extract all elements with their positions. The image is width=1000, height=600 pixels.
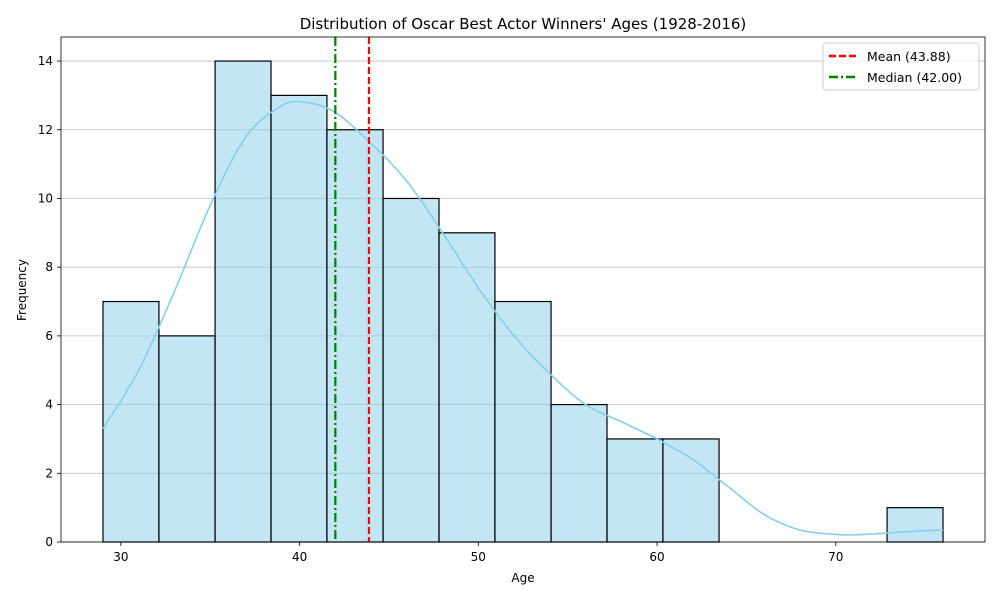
legend-box: [822, 42, 980, 91]
histogram-bar: [326, 129, 384, 543]
legend-median-label: Median (42.00): [867, 70, 962, 85]
histogram-bar: [886, 507, 944, 543]
x-tick-label: 70: [828, 550, 843, 564]
x-tick-label: 60: [649, 550, 664, 564]
plot-frame: [60, 36, 986, 543]
kde-line: [102, 100, 944, 536]
histogram-bars: [102, 60, 944, 543]
histogram-bar: [550, 403, 608, 543]
x-tick-label: 40: [292, 550, 307, 564]
histogram-bar: [438, 232, 496, 543]
histogram-bar: [214, 60, 272, 543]
y-tick-label: 6: [45, 329, 53, 343]
histogram-bar: [494, 300, 552, 543]
y-tick-label: 0: [45, 535, 53, 549]
y-axis-label: Frequency: [15, 259, 29, 321]
x-axis-ticks: 30 40 50 60 70: [113, 542, 843, 564]
x-tick-label: 30: [113, 550, 128, 564]
y-tick-label: 12: [38, 123, 53, 137]
histogram-bar: [662, 438, 720, 543]
histogram-bar: [158, 335, 216, 543]
y-tick-label: 10: [38, 191, 53, 205]
x-axis-label: Age: [511, 571, 534, 585]
reference-lines: [334, 37, 371, 542]
y-tick-label: 4: [45, 398, 53, 412]
x-tick-label: 50: [471, 550, 486, 564]
histogram-bar: [606, 438, 664, 543]
histogram-bar: [270, 94, 328, 543]
histogram-bar: [102, 300, 160, 543]
y-tick-label: 8: [45, 260, 53, 274]
legend-mean-label: Mean (43.88): [867, 49, 951, 64]
kde-curve: [102, 100, 944, 536]
y-tick-label: 2: [45, 466, 53, 480]
legend: Mean (43.88) Median (42.00): [822, 42, 980, 91]
y-tick-label: 14: [38, 54, 53, 68]
histogram-bar: [382, 197, 440, 543]
y-axis-ticks: 0 2 4 6 8 10 12 14: [38, 54, 61, 549]
chart-title: Distribution of Oscar Best Actor Winners…: [300, 15, 747, 33]
